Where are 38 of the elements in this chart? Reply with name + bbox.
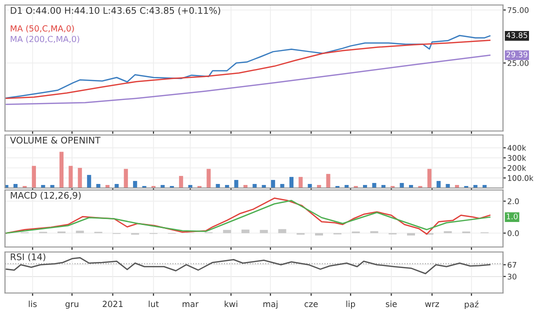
x-tick-label: paź xyxy=(464,300,478,310)
x-tick-label: mar xyxy=(182,302,199,308)
bar xyxy=(326,174,330,188)
x-tick-label: kwi xyxy=(224,300,238,307)
bar xyxy=(298,176,303,188)
chart-title: D1 O:44.00 H:44.10 L:43.65 C:43.85 (+0.11%) xyxy=(10,6,220,15)
bar xyxy=(32,166,36,188)
x-tick-label: 2021 xyxy=(102,300,123,308)
x-tick-label: gru xyxy=(65,302,78,309)
bar xyxy=(78,168,82,188)
x-tick-label: wrz xyxy=(425,302,439,307)
bar xyxy=(234,180,238,188)
bar xyxy=(59,152,64,188)
text: MA (50,C,MA,0) xyxy=(10,25,74,33)
bar xyxy=(289,176,294,188)
x-tick-label: maj xyxy=(263,300,278,309)
bar xyxy=(179,176,184,188)
chart-title: MACD (12,26,9) xyxy=(10,192,81,200)
bar xyxy=(280,184,284,188)
bar xyxy=(133,180,138,188)
text: MA (200,C,MA,0) xyxy=(10,36,80,44)
bar xyxy=(427,168,432,188)
bar xyxy=(87,174,92,188)
line-series xyxy=(6,54,490,105)
bar xyxy=(206,168,211,188)
x-tick-label: lip xyxy=(346,300,356,309)
bar xyxy=(436,180,441,188)
chart-title: VOLUME & OPENINT xyxy=(10,136,101,144)
x-tick-label: lut xyxy=(148,300,159,308)
x-tick-label: sie xyxy=(386,300,397,308)
x-tick-label: cze xyxy=(304,302,318,308)
bar xyxy=(68,166,73,188)
chart-title: RSI (14) xyxy=(10,253,46,262)
bar xyxy=(188,184,192,188)
x-tick-label: lis xyxy=(28,300,37,308)
bar xyxy=(372,182,376,188)
bar xyxy=(271,180,276,188)
bar xyxy=(124,168,128,188)
